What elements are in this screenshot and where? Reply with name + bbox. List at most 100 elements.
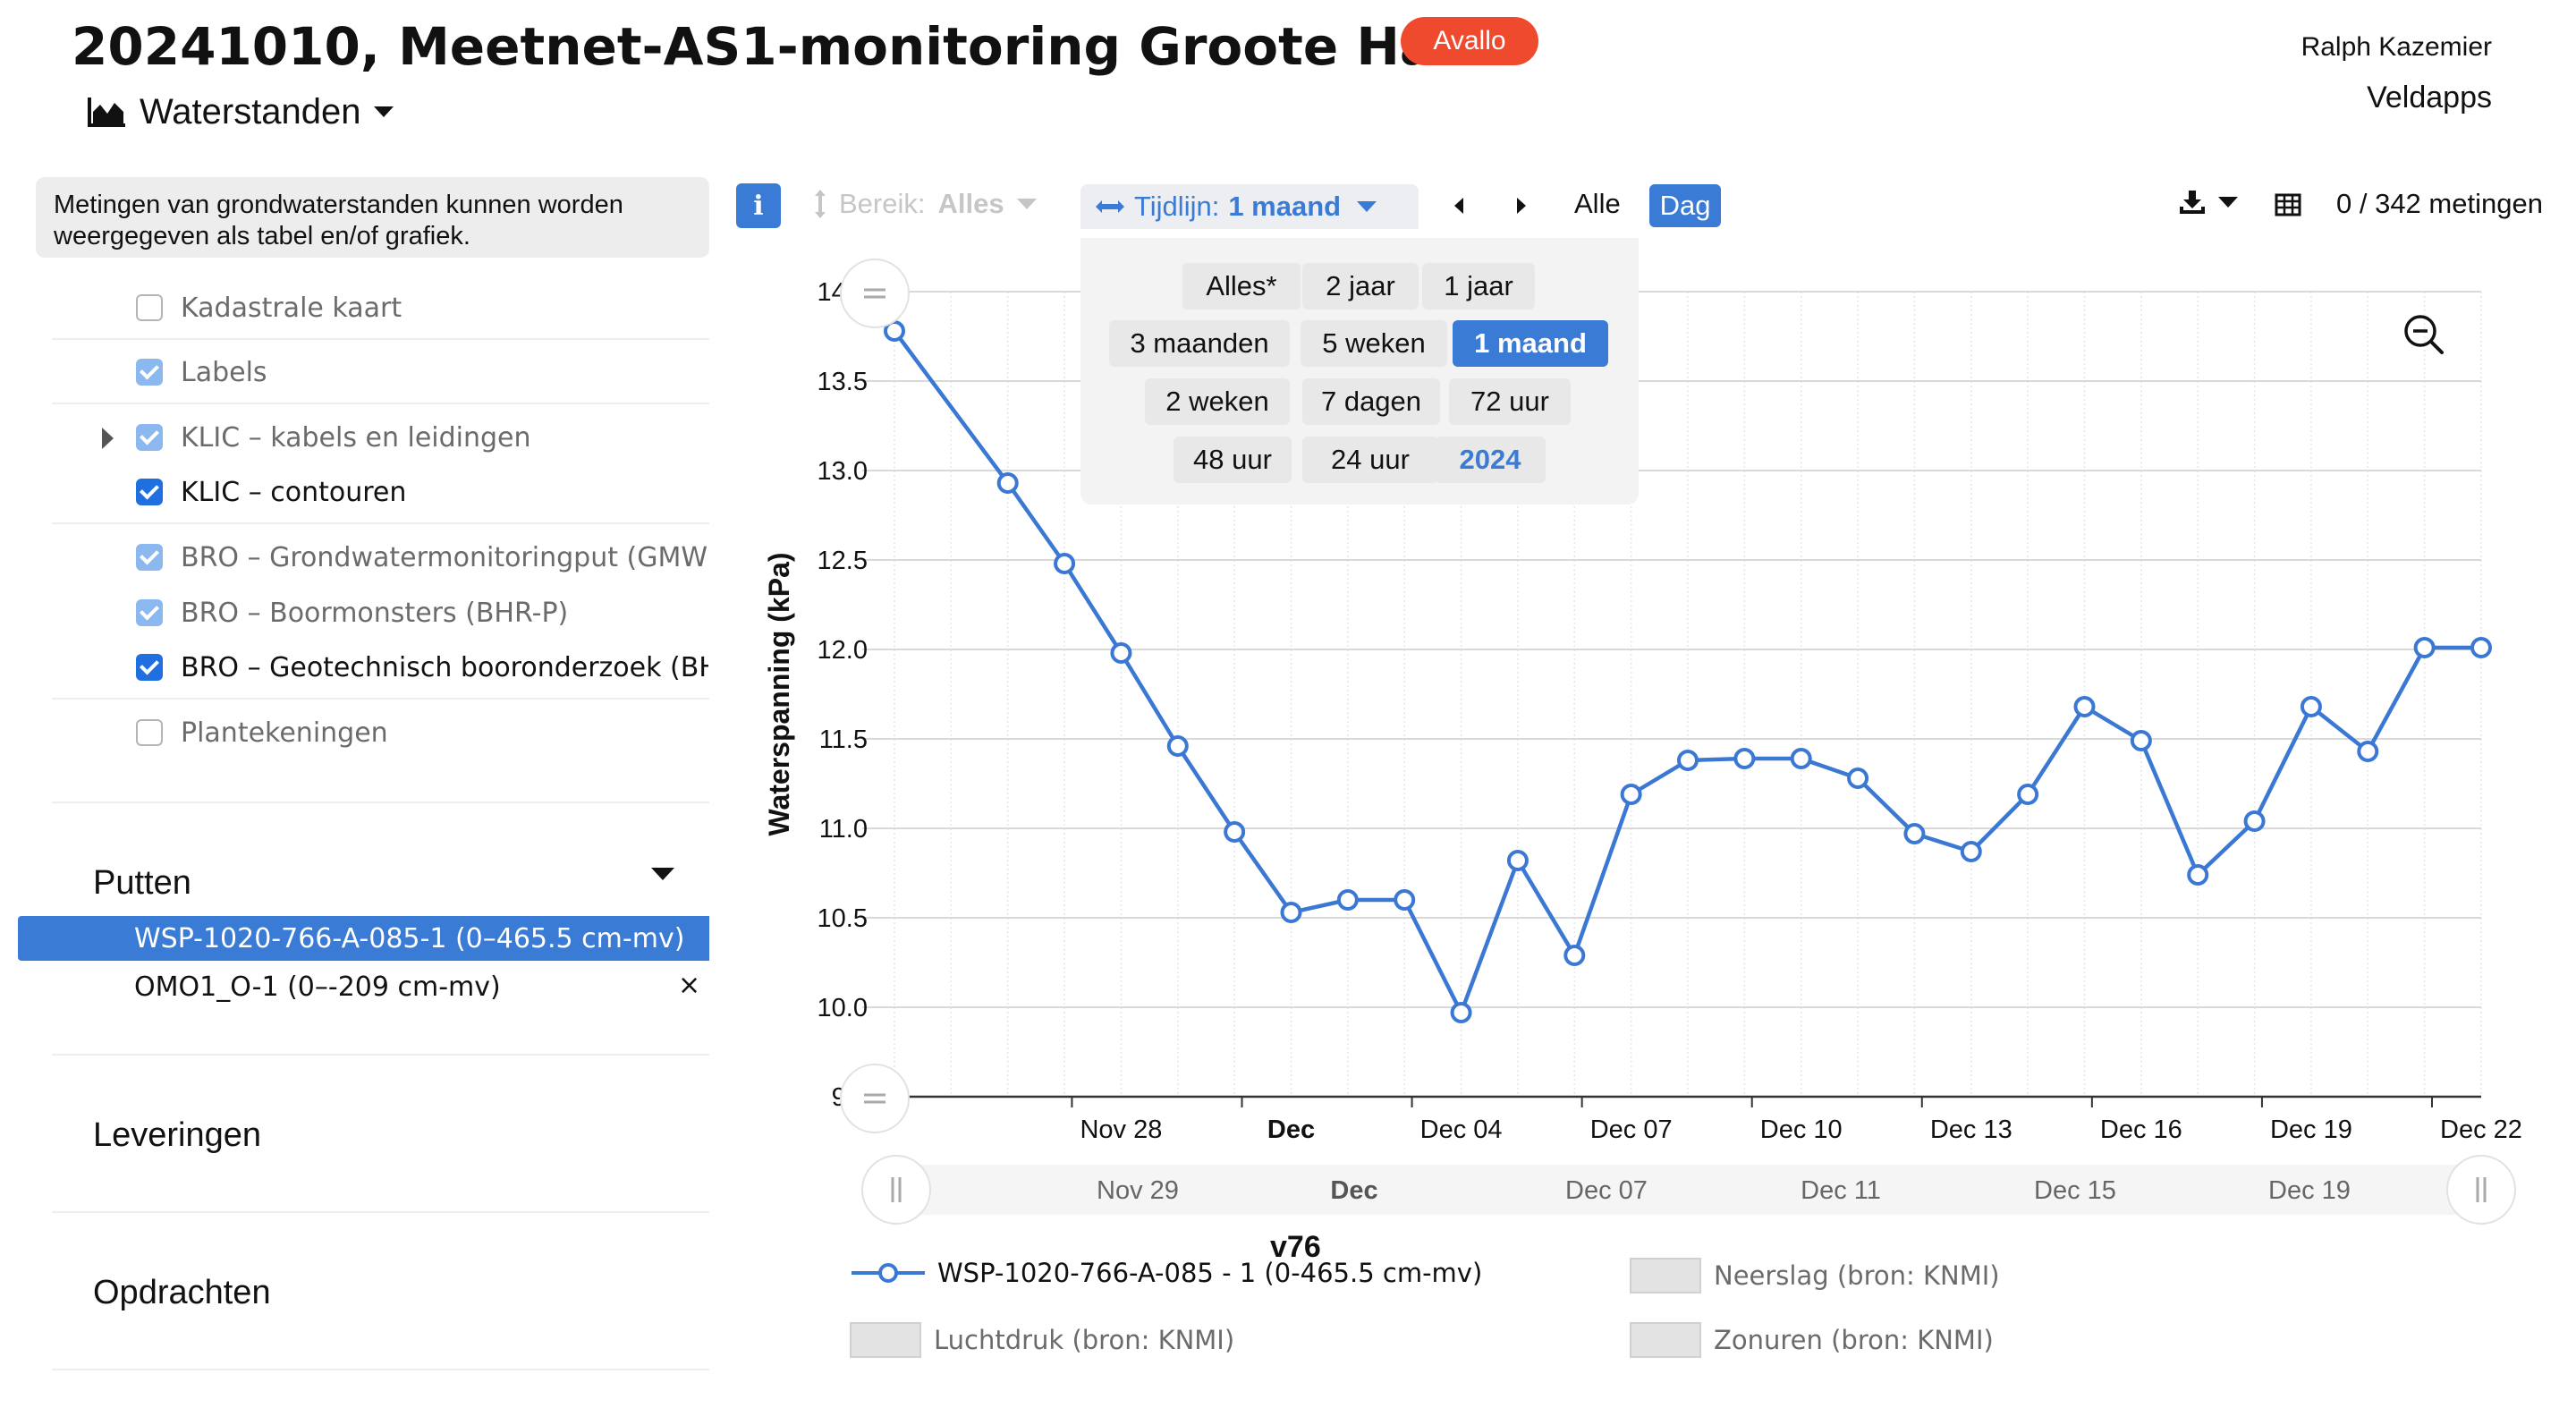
data-point[interactable] [1733, 748, 1756, 769]
layer-checkbox[interactable] [136, 479, 163, 505]
timeline-option[interactable]: 1 jaar [1422, 263, 1535, 310]
table-view-button[interactable] [2275, 193, 2301, 220]
next-period-icon[interactable] [1517, 198, 1526, 214]
layer-checkbox[interactable] [136, 544, 163, 571]
data-point[interactable] [2130, 730, 2152, 751]
timeline-option[interactable]: 48 uur [1174, 437, 1292, 483]
layer-checkbox[interactable] [136, 599, 163, 626]
data-point[interactable] [1110, 642, 1132, 664]
legend-item-luchtdruk[interactable]: Luchtdruk (bron: KNMI) [850, 1322, 1234, 1358]
put-item-selected[interactable]: WSP-1020-766-A-085-1 (0–465.5 cm-mv) [18, 916, 709, 961]
zoom-out-icon[interactable] [2404, 315, 2436, 347]
navigator-right-handle-knob[interactable] [2446, 1155, 2516, 1225]
data-point[interactable] [1280, 902, 1302, 923]
layer-item[interactable]: Labels [52, 342, 709, 404]
data-point[interactable] [2073, 696, 2096, 717]
range-selector[interactable]: Bereik: Alles [814, 188, 1037, 220]
data-point[interactable] [2357, 741, 2379, 762]
layer-checkbox[interactable] [136, 294, 163, 321]
timeline-option[interactable]: 72 uur [1449, 378, 1571, 425]
navigator-right-handle[interactable] [2446, 1155, 2516, 1225]
timeline-option[interactable]: 2 weken [1145, 378, 1290, 425]
info-button[interactable]: i [736, 183, 781, 228]
navigator-left-handle[interactable] [861, 1155, 931, 1225]
y-range-top-handle[interactable] [840, 259, 910, 328]
range-value: Alles [937, 188, 1004, 219]
download-icon [2180, 191, 2205, 214]
layer-label: KLIC – contouren [181, 476, 407, 508]
zoom-out-button[interactable] [2404, 315, 2444, 354]
timeline-option[interactable]: 2024 [1435, 437, 1546, 483]
timeline-option[interactable]: 2 jaar [1302, 263, 1419, 310]
navigator-left-handle-knob[interactable] [861, 1155, 931, 1225]
layer-item[interactable]: BRO – Boormonsters (BHR-P) [52, 581, 709, 644]
user-name[interactable]: Ralph Kazemier [2301, 32, 2492, 62]
data-point[interactable] [1903, 823, 1926, 844]
download-button[interactable] [2179, 190, 2238, 215]
y-range-bottom-handle[interactable] [840, 1064, 910, 1133]
layer-checkbox[interactable] [136, 359, 163, 386]
data-point[interactable] [2243, 810, 2266, 832]
app-name[interactable]: Veldapps [2367, 81, 2492, 115]
data-point[interactable] [1166, 735, 1189, 757]
legend-item-series[interactable]: WSP-1020-766-A-085 - 1 (0-465.5 cm-mv) [850, 1258, 1482, 1288]
chevron-down-icon[interactable] [651, 868, 674, 880]
legend-item-neerslag[interactable]: Neerslag (bron: KNMI) [1630, 1258, 2000, 1293]
layer-item[interactable]: KLIC – contouren [52, 462, 709, 524]
layer-item[interactable]: Plantekeningen [52, 701, 709, 764]
layer-item[interactable]: KLIC – kabels en leidingen [52, 406, 709, 469]
data-point[interactable] [1336, 889, 1359, 911]
data-point[interactable] [1394, 889, 1416, 911]
data-point[interactable] [2413, 637, 2436, 658]
chart-handles[interactable] [840, 259, 2516, 1225]
timeline-selector[interactable]: Tijdlijn: 1 maand [1080, 184, 1419, 229]
timeline-option[interactable]: 5 weken [1301, 320, 1447, 367]
chart-navigator[interactable]: Nov 29 Dec Dec 07 Dec 11 Dec 15 Dec 19 [886, 1165, 2481, 1215]
opdrachten-heading[interactable]: Opdrachten [93, 1274, 271, 1311]
alle-button[interactable]: Alle [1574, 188, 1621, 219]
timeline-option[interactable]: 3 maanden [1109, 320, 1290, 367]
close-icon[interactable]: × [678, 970, 701, 1001]
x-tick-label: Dec 04 [1420, 1115, 1503, 1144]
data-point[interactable] [2017, 784, 2039, 805]
data-point[interactable] [996, 472, 1019, 494]
layer-item[interactable]: Kadastrale kaart [52, 277, 709, 340]
data-point[interactable] [2470, 637, 2492, 658]
layer-checkbox[interactable] [136, 719, 163, 746]
legend-item-zonuren[interactable]: Zonuren (bron: KNMI) [1630, 1322, 1994, 1358]
navigator-track[interactable] [886, 1165, 2481, 1215]
data-point[interactable] [1054, 553, 1076, 574]
previous-period-icon[interactable] [1454, 198, 1463, 214]
navigator-label: Dec 19 [2268, 1176, 2351, 1205]
layer-checkbox[interactable] [136, 424, 163, 451]
y-range-bottom-handle-knob[interactable] [840, 1064, 910, 1133]
data-point[interactable] [1620, 784, 1642, 805]
view-selector[interactable]: Waterstanden [88, 89, 394, 134]
layer-checkbox[interactable] [136, 654, 163, 681]
layer-item[interactable]: BRO – Geotechnisch booronderzoek (BHR-GT… [52, 637, 709, 700]
data-point[interactable] [1450, 1002, 1472, 1023]
data-point[interactable] [2300, 696, 2322, 717]
y-tick-label: 12.5 [818, 547, 868, 575]
y-range-top-handle-knob[interactable] [840, 259, 910, 328]
data-point[interactable] [1677, 750, 1699, 771]
data-point[interactable] [1506, 850, 1529, 871]
dag-button[interactable]: Dag [1649, 184, 1721, 227]
data-point[interactable] [1790, 748, 1812, 769]
put-item[interactable]: OMO1_O-1 (0–-209 cm-mv) [18, 964, 709, 1009]
timeline-option[interactable]: Alles* [1182, 263, 1301, 310]
timeline-option[interactable]: 1 maand [1453, 320, 1608, 367]
timeline-option[interactable]: 24 uur [1302, 437, 1438, 483]
data-point[interactable] [1847, 768, 1869, 789]
page-title: 20241010, Meetnet-AS1-monitoring Groote … [72, 16, 1496, 77]
expand-arrow-icon[interactable] [102, 428, 114, 449]
data-point[interactable] [1563, 945, 1586, 966]
layer-item[interactable]: BRO – Grondwatermonitoringput (GMW) [52, 526, 709, 589]
leveringen-heading[interactable]: Leveringen [93, 1116, 262, 1154]
data-point[interactable] [2187, 864, 2209, 886]
view-selector-label: Waterstanden [140, 91, 361, 131]
data-point[interactable] [1960, 841, 1982, 862]
timeline-option[interactable]: 7 dagen [1302, 378, 1440, 425]
y-tick-label: 11.0 [819, 815, 868, 844]
data-point[interactable] [1224, 821, 1246, 843]
